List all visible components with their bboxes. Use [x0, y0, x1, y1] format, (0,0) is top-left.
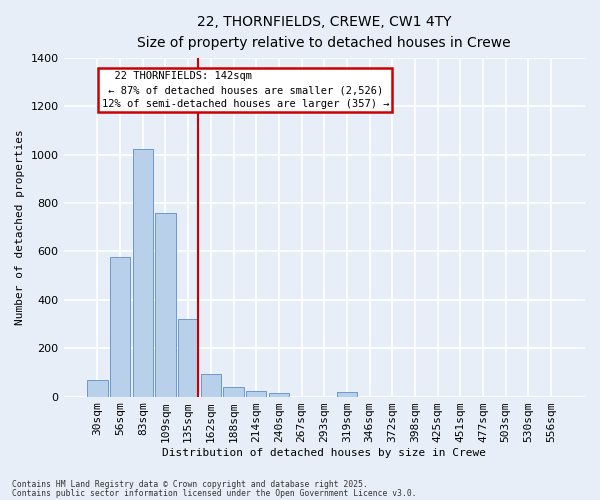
Text: Contains HM Land Registry data © Crown copyright and database right 2025.: Contains HM Land Registry data © Crown c…	[12, 480, 368, 489]
Text: 22 THORNFIELDS: 142sqm
 ← 87% of detached houses are smaller (2,526)
12% of semi: 22 THORNFIELDS: 142sqm ← 87% of detached…	[101, 71, 389, 109]
Bar	[178, 319, 199, 396]
Bar	[133, 149, 153, 396]
Bar	[269, 393, 289, 396]
Text: Contains public sector information licensed under the Open Government Licence v3: Contains public sector information licen…	[12, 488, 416, 498]
Y-axis label: Number of detached properties: Number of detached properties	[15, 130, 25, 325]
Bar	[246, 390, 266, 396]
X-axis label: Distribution of detached houses by size in Crewe: Distribution of detached houses by size …	[162, 448, 486, 458]
Bar	[223, 388, 244, 396]
Bar	[337, 392, 357, 396]
Bar	[87, 380, 107, 396]
Bar	[110, 256, 130, 396]
Bar	[200, 374, 221, 396]
Title: 22, THORNFIELDS, CREWE, CW1 4TY
Size of property relative to detached houses in : 22, THORNFIELDS, CREWE, CW1 4TY Size of …	[137, 15, 511, 50]
Bar	[155, 214, 176, 396]
